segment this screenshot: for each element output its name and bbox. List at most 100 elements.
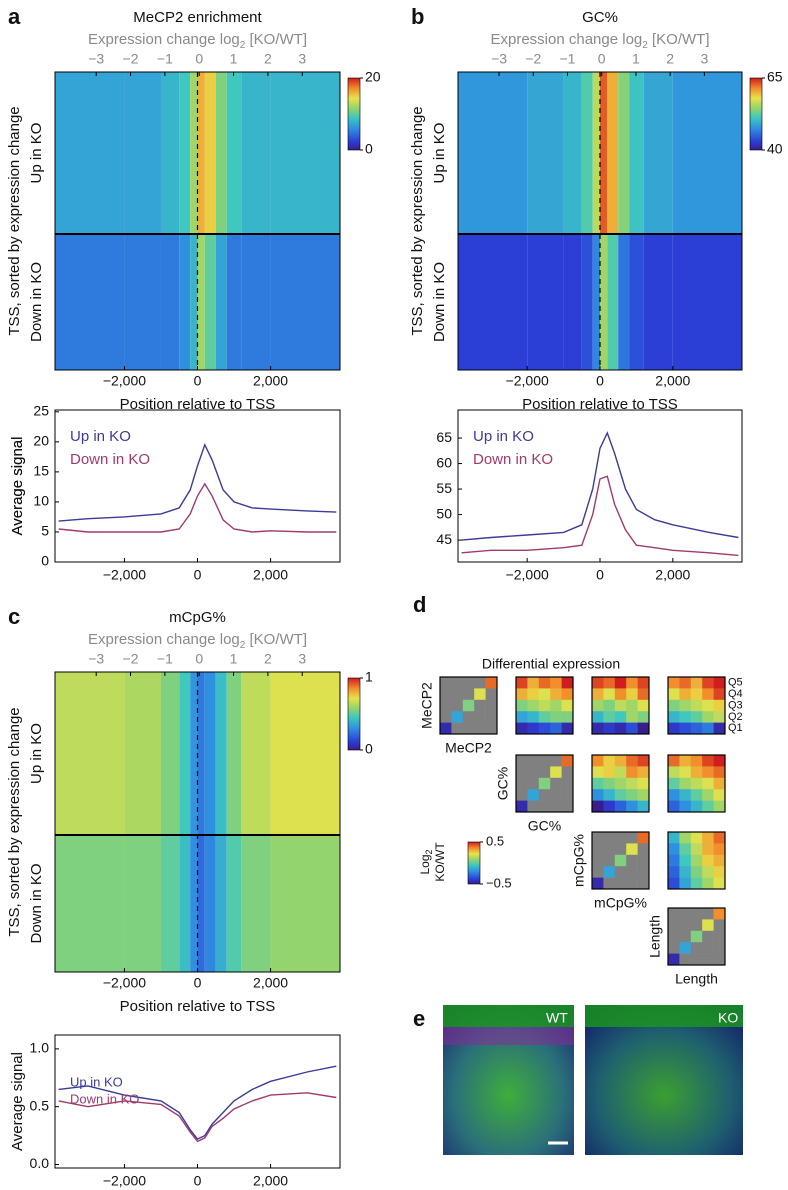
matrix-cell xyxy=(626,755,638,767)
y-tick-label: 50 xyxy=(436,505,452,521)
legend-label: Down in KO xyxy=(70,451,150,468)
matrix-cell xyxy=(516,688,528,701)
empty-cell xyxy=(592,843,604,856)
matrix-frame xyxy=(439,676,498,735)
matrix-cell xyxy=(668,755,680,767)
y-tick-label: 5 xyxy=(41,523,49,539)
heat-cell xyxy=(458,234,528,370)
matrix-cell xyxy=(592,766,604,779)
y-tick-label: 0.0 xyxy=(30,1155,50,1171)
matrix-cell xyxy=(550,722,562,735)
heat-cell xyxy=(197,835,205,972)
matrix-cell xyxy=(603,800,616,813)
empty-cell xyxy=(440,688,452,701)
col-variable-label: Length xyxy=(675,971,718,987)
matrix-cell xyxy=(626,843,638,856)
matrix-cell xyxy=(516,800,528,813)
chart-title: MeCP2 enrichment xyxy=(133,9,262,26)
x2-axis-label-sub: 2 xyxy=(240,40,246,51)
heat-cell xyxy=(55,234,125,370)
empty-cell xyxy=(485,711,498,723)
colorbar-tick-label: −0.5 xyxy=(486,875,512,890)
empty-cell xyxy=(702,953,714,966)
x2-axis-label-part: [KO/WT] xyxy=(245,631,307,648)
empty-cell xyxy=(713,942,726,954)
empty-cell xyxy=(561,777,574,790)
matrix-cell xyxy=(690,930,703,943)
panel-e: e WT KO xyxy=(413,1005,743,1155)
matrix-cell xyxy=(679,866,692,878)
matrix-cell xyxy=(637,800,650,813)
heat-cell xyxy=(190,672,198,835)
matrix-frame xyxy=(591,676,650,735)
empty-cell xyxy=(550,777,562,790)
empty-cell xyxy=(516,755,528,767)
heat-cell xyxy=(179,72,191,234)
matrix-frame xyxy=(515,754,574,813)
empty-cell xyxy=(516,777,528,790)
matrix-cell xyxy=(592,877,604,890)
matrix-frame xyxy=(591,831,650,890)
colorbar-label-part: Log xyxy=(418,854,432,874)
image-label: WT xyxy=(546,1010,568,1026)
colorbar-tick-label: 0.5 xyxy=(486,833,504,848)
y-tick-label: 60 xyxy=(436,454,452,470)
matrix-cell xyxy=(690,832,703,844)
x2-tick-label: 1 xyxy=(230,51,238,67)
row-variable-label: GC% xyxy=(495,767,511,800)
heat-cell xyxy=(215,835,227,972)
row-group-label: Up in KO xyxy=(28,123,45,184)
matrix-cell xyxy=(527,677,540,689)
matrix-cell xyxy=(637,766,650,779)
empty-cell xyxy=(462,677,475,689)
matrix-cell xyxy=(603,722,616,735)
empty-cell xyxy=(592,832,604,844)
matrix-cell xyxy=(713,699,726,712)
matrix-cell xyxy=(668,688,680,701)
empty-cell xyxy=(626,877,638,890)
empty-cell xyxy=(516,789,528,801)
matrix-cell xyxy=(603,777,616,790)
empty-cell xyxy=(561,789,574,801)
matrix-cell xyxy=(668,953,680,966)
empty-cell xyxy=(679,908,692,920)
empty-cell xyxy=(679,919,692,932)
x2-tick-label: 0 xyxy=(195,651,203,667)
colorbar-tick-label: 1 xyxy=(365,669,373,685)
row-group-label: Down in KO xyxy=(28,863,45,943)
matrix-cell xyxy=(679,854,692,867)
heat-cell xyxy=(629,72,644,234)
empty-cell xyxy=(550,789,562,801)
heat-cell xyxy=(55,835,125,972)
x2-tick-label: −2 xyxy=(123,51,139,67)
empty-cell xyxy=(561,766,574,779)
empty-cell xyxy=(690,908,703,920)
empty-cell xyxy=(527,800,540,813)
empty-cell xyxy=(474,722,486,735)
x2-tick-label: −1 xyxy=(560,51,576,67)
matrix-cell xyxy=(690,755,703,767)
matrix-cell xyxy=(702,711,714,723)
matrix-cell xyxy=(702,677,714,689)
matrix-cell xyxy=(550,711,562,723)
matrix-cell xyxy=(527,722,540,735)
heat-cell xyxy=(190,72,198,234)
matrix-frame xyxy=(667,754,726,813)
heat-cell xyxy=(241,72,271,234)
x-axis-label: Position relative to TSS xyxy=(522,396,678,413)
matrix-cell xyxy=(614,800,627,813)
matrix-cell xyxy=(702,866,714,878)
matrix-cell xyxy=(668,711,680,723)
x-tick-label: 2,000 xyxy=(253,1173,288,1189)
x2-tick-label: −3 xyxy=(491,51,507,67)
x2-axis-label-part: [KO/WT] xyxy=(648,31,710,48)
heat-cell xyxy=(160,72,180,234)
matrix-cell xyxy=(561,711,574,723)
empty-cell xyxy=(614,832,627,844)
series-line xyxy=(461,431,739,541)
x-tick-label: 0 xyxy=(194,567,202,583)
micrograph-band xyxy=(585,1005,743,1027)
heat-cell xyxy=(160,672,180,835)
matrix-cell xyxy=(702,843,714,856)
colorbar-tick-label: 0 xyxy=(365,741,373,757)
